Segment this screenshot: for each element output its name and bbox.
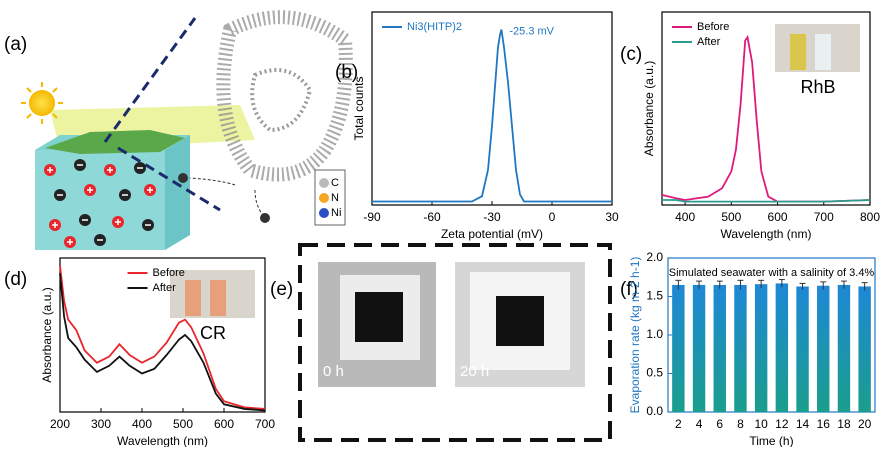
bar bbox=[817, 285, 830, 412]
legend-label: Before bbox=[153, 267, 185, 279]
x-tick-label: 400 bbox=[132, 417, 152, 431]
x-tick-label: -90 bbox=[363, 210, 381, 224]
bar bbox=[713, 284, 726, 412]
inset-label: CR bbox=[200, 323, 226, 343]
x-tick-label: 4 bbox=[696, 417, 703, 431]
y-tick-label: 0.0 bbox=[646, 404, 663, 418]
plot-frame bbox=[59, 257, 266, 413]
x-tick-label: 14 bbox=[796, 417, 810, 431]
x-tick-label: 200 bbox=[50, 417, 70, 431]
x-tick-label: 2 bbox=[675, 417, 682, 431]
photo-label: 20 h bbox=[460, 363, 489, 380]
legend-label: Ni3(HITP)2 bbox=[407, 21, 462, 33]
panel-label: (b) bbox=[335, 62, 358, 83]
legend-label: Before bbox=[697, 21, 729, 33]
inset-label: RhB bbox=[800, 77, 835, 97]
x-tick-label: 800 bbox=[860, 210, 880, 224]
bar bbox=[692, 284, 706, 412]
panel-label: (a) bbox=[4, 34, 27, 55]
legend-label: After bbox=[153, 282, 177, 294]
chart-title: Simulated seawater with a salinity of 3.… bbox=[669, 267, 875, 279]
annotation: -25.3 mV bbox=[509, 25, 554, 37]
line-series bbox=[662, 199, 871, 203]
x-tick-label: 700 bbox=[255, 417, 275, 431]
y-tick-label: 0.5 bbox=[646, 366, 663, 380]
x-tick-label: 500 bbox=[721, 210, 741, 224]
x-tick-label: 10 bbox=[754, 417, 768, 431]
vial bbox=[210, 280, 226, 316]
x-tick-label: 700 bbox=[814, 210, 834, 224]
panel-label: (c) bbox=[620, 44, 642, 65]
x-tick-label: 18 bbox=[837, 417, 851, 431]
x-tick-label: 30 bbox=[605, 210, 619, 224]
vial bbox=[185, 280, 201, 316]
bar bbox=[754, 284, 768, 412]
panel-label: (e) bbox=[270, 279, 293, 300]
x-tick-label: 600 bbox=[768, 210, 788, 224]
legend-label: Ni bbox=[331, 207, 341, 219]
y-tick-label: 1.5 bbox=[646, 289, 663, 303]
x-tick-label: 0 bbox=[549, 210, 556, 224]
line-series bbox=[661, 34, 871, 203]
x-tick-label: 600 bbox=[214, 417, 234, 431]
panel-label: (d) bbox=[4, 269, 27, 290]
y-tick-label: 1.0 bbox=[646, 327, 663, 341]
x-axis-label: Wavelength (nm) bbox=[117, 434, 208, 447]
bar bbox=[858, 286, 871, 412]
photo-label: 0 h bbox=[323, 363, 344, 380]
x-tick-label: 12 bbox=[775, 417, 789, 431]
x-tick-label: -30 bbox=[483, 210, 501, 224]
x-tick-label: -60 bbox=[423, 210, 441, 224]
bar bbox=[775, 283, 789, 412]
panel-label: (f) bbox=[620, 279, 638, 300]
plot-frame bbox=[661, 11, 871, 206]
y-axis-label: Absorbance (a.u.) bbox=[642, 61, 656, 156]
diagram: C N Ni bbox=[21, 10, 353, 250]
y-axis-label: Absorbance (a.u.) bbox=[40, 287, 54, 382]
photo-panel: 0 h 20 h bbox=[298, 243, 612, 442]
x-axis-label: Zeta potential (mV) bbox=[441, 227, 543, 241]
bar bbox=[672, 284, 685, 412]
x-axis-label: Time (h) bbox=[749, 434, 793, 447]
bar bbox=[796, 286, 809, 412]
legend-label: N bbox=[331, 192, 339, 204]
line-series bbox=[59, 273, 266, 412]
legend-label: C bbox=[331, 177, 339, 189]
legend-label: After bbox=[697, 36, 721, 48]
x-tick-label: 6 bbox=[716, 417, 723, 431]
bar bbox=[837, 284, 851, 412]
x-tick-label: 8 bbox=[737, 417, 744, 431]
x-axis-label: Wavelength (nm) bbox=[721, 227, 812, 241]
y-tick-label: 2.0 bbox=[646, 250, 663, 264]
line-series bbox=[59, 265, 266, 410]
x-tick-label: 16 bbox=[817, 417, 831, 431]
vial bbox=[790, 34, 806, 70]
plot-frame bbox=[371, 11, 613, 206]
y-axis-label: Total counts bbox=[352, 76, 366, 140]
x-tick-label: 400 bbox=[675, 210, 695, 224]
x-tick-label: 300 bbox=[91, 417, 111, 431]
bar bbox=[734, 284, 747, 412]
vial bbox=[815, 34, 831, 70]
x-tick-label: 20 bbox=[858, 417, 872, 431]
line-series bbox=[372, 29, 612, 203]
x-tick-label: 500 bbox=[173, 417, 193, 431]
y-axis-label: Evaporation rate (kg m-2 h-1) bbox=[628, 257, 642, 414]
